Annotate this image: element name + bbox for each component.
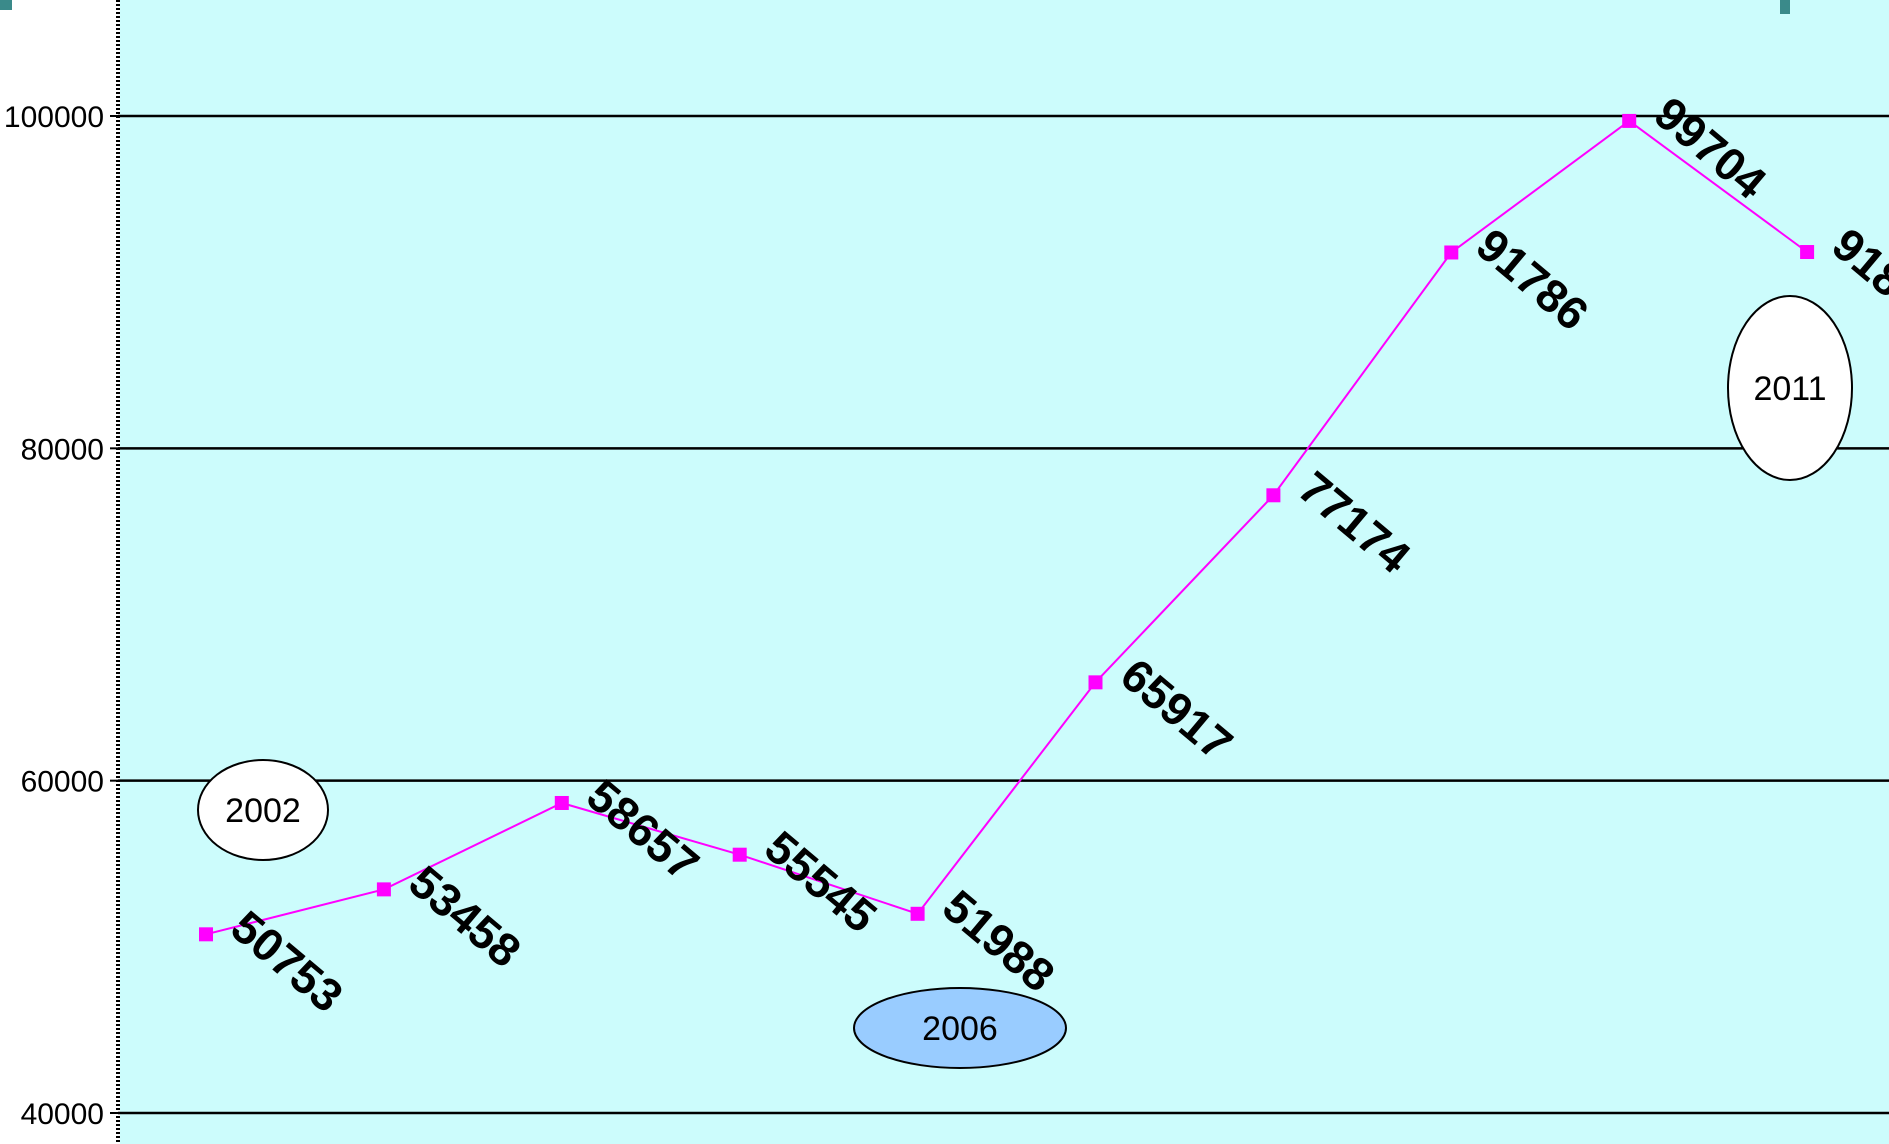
- data-point: [910, 906, 925, 921]
- y-tick-label: 80000: [21, 433, 104, 466]
- data-point: [1266, 488, 1281, 503]
- y-tick-label: 60000: [21, 766, 104, 799]
- data-point: [1444, 245, 1459, 260]
- year-callout: [853, 987, 1067, 1069]
- data-point: [1622, 113, 1637, 128]
- year-callout-label: 2002: [225, 792, 301, 830]
- data-point: [376, 882, 391, 897]
- frame-corner-right: [1780, 0, 1790, 14]
- year-callout: [1727, 295, 1853, 481]
- data-point: [1800, 245, 1815, 260]
- series-line: [205, 119, 1808, 936]
- year-callout-label: 2011: [1753, 370, 1826, 408]
- data-point: [199, 927, 213, 942]
- year-callout: [197, 759, 329, 861]
- year-callout-label: 2006: [922, 1010, 998, 1048]
- frame-corner-left: [0, 0, 12, 10]
- plot-background: [120, 0, 1889, 1144]
- y-tick-label: 40000: [21, 1098, 104, 1131]
- data-point: [554, 795, 569, 810]
- data-point: [1088, 675, 1103, 690]
- y-tick-label: 100000: [4, 101, 104, 134]
- data-point: [732, 847, 747, 862]
